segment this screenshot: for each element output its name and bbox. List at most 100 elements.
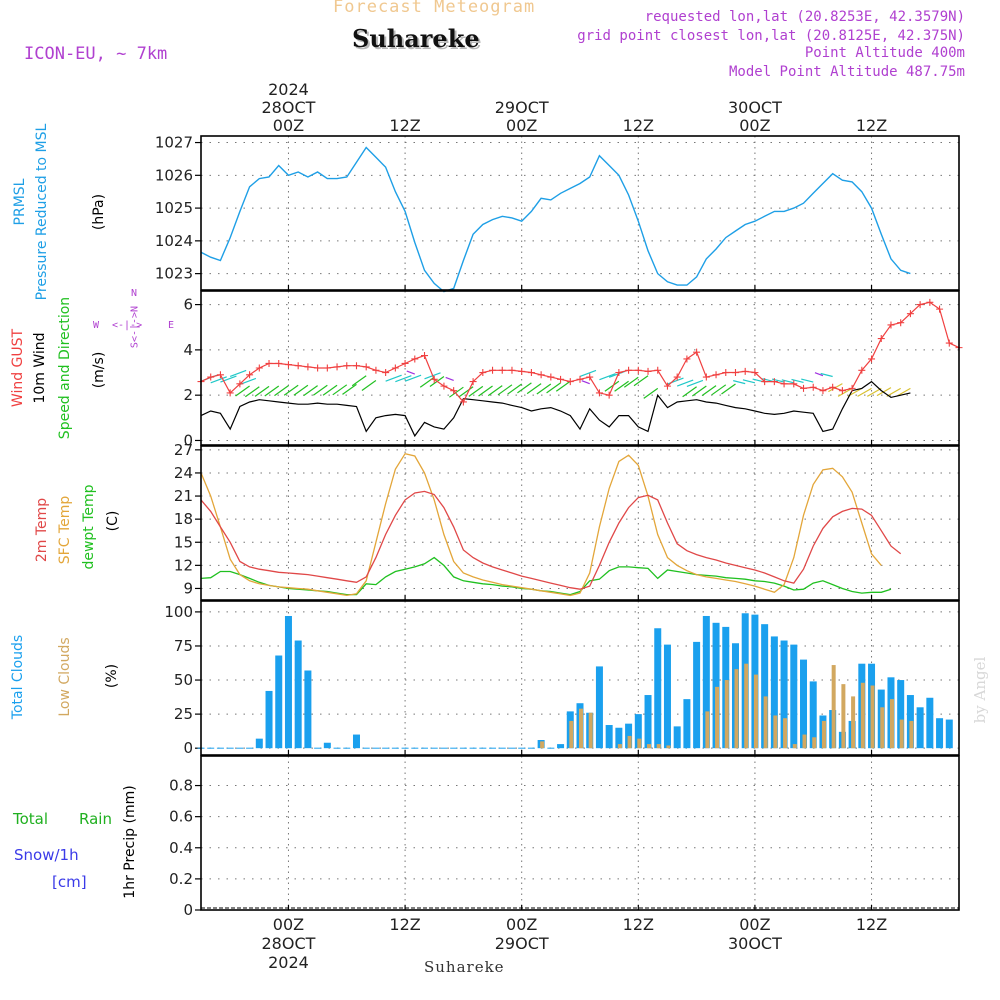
wind-direction-arrow [254,385,270,397]
low-cloud-bar [617,744,622,749]
model-altitude: Model Point Altitude 487.75m [728,64,965,80]
wind-gust-marker [294,362,302,370]
wind-gust-marker [566,378,574,386]
total-cloud-bar [275,655,283,749]
wind-gust-marker [945,339,953,347]
time-label-top: 12Z [623,116,654,135]
low-cloud-bar [540,741,545,749]
total-cloud-bar [634,714,642,749]
total-cloud-bar [809,681,817,749]
sfc-temp-line [200,452,882,597]
low-cloud-bar [821,720,826,749]
y-tick-label: 4 [183,341,193,359]
low-cloud-bar [637,738,642,749]
wind-direction-arrow [614,380,629,392]
wind-direction-arrow [599,373,616,381]
wind-direction-arrow [604,380,620,392]
total-cloud-bar [761,624,769,749]
wind-gust-marker [780,380,788,388]
wind-gust-marker [663,382,671,390]
wind-direction-arrow [676,379,694,387]
wind-gust-marker [236,380,244,388]
time-label-bottom: 12Z [389,915,420,934]
total-cloud-bar [654,628,662,749]
low-cloud-bar [792,744,797,749]
footer-location: Suhareke [424,958,505,976]
wind-gust-marker [809,383,817,391]
wind-direction-arrow [406,370,416,375]
wind-gust-marker [391,364,399,372]
low-cloud-bar [724,680,729,749]
wind-gust-marker [586,373,594,381]
wind-direction-arrow [445,376,454,382]
wind-gust-marker [352,362,360,370]
time-label-bottom: 12Z [623,915,654,934]
wind-direction-arrow [244,386,260,398]
wind-direction-arrow [487,385,503,397]
wind-gust-marker [518,367,526,375]
y-tick-label: 0.6 [169,808,193,826]
total-cloud-bar [702,615,710,749]
wind-gust-marker [848,384,856,392]
wind-direction-arrow [293,384,309,396]
wind-direction-arrow [711,384,727,396]
compass-we-axis: <-|-> [112,320,143,331]
panel-frame [200,600,960,756]
total-cloud-bar [683,699,691,749]
wind-gust-marker [819,387,827,395]
wind-gust-marker [547,373,555,381]
wind-direction-arrow [235,385,250,397]
wind-direction-arrow [814,372,824,377]
wind-gust-marker [936,305,944,313]
wind-direction-arrow [820,372,833,378]
wind-gust-marker [333,363,341,371]
y-tick-label: 2 [183,386,193,404]
total-cloud-bar [605,725,613,749]
total-cloud-bar [673,726,681,749]
wind-direction-arrow [507,383,523,395]
wind-direction-arrow [283,384,299,396]
wind-gust-marker [595,389,603,397]
total-cloud-bar [557,744,565,749]
total-cloud-bar [770,636,778,749]
wind-direction-arrow [312,384,328,396]
wind-direction-arrow [791,378,804,384]
compass-w: W [93,320,100,331]
low-cloud-bar [715,686,720,749]
total-cloud-bar [323,742,331,749]
wind-gust-marker [440,382,448,390]
y-tick-label: 9 [183,579,193,597]
wind-gust-marker [829,383,837,391]
time-label-bottom: 00Z [739,915,770,934]
model-name: ICON-EU, ~ 7km [24,44,168,64]
wind-gust-marker [275,359,283,367]
low-cloud-bar [763,696,768,749]
wind-direction-arrow [458,386,474,398]
wind-direction-arrow [517,382,532,394]
y-tick-label: 21 [174,487,193,505]
y-tick-label: 0 [183,431,193,449]
pressure-line [200,146,911,293]
wind-gust-marker [401,359,409,367]
wind-gust-marker [615,369,623,377]
precip-total-label: Total [13,810,49,828]
wind-gust-marker [770,378,778,386]
low-cloud-bar [870,685,875,749]
low-cloud-bar [569,720,574,749]
y-tick-label: 0.2 [169,870,193,888]
y-tick-label: 1027 [155,134,193,152]
total-cloud-bar [595,666,603,749]
wind-direction-arrow [351,375,367,387]
wind-direction-arrow [229,369,247,378]
total-cloud-bar [294,640,302,749]
wind-direction-arrow [361,379,377,391]
time-label-bottom: 28OCT [262,934,316,953]
location-title: Suhareke [352,24,480,53]
wind-gust-marker [216,371,224,379]
wind-direction-arrow [478,385,493,397]
low-cloud-bar [860,682,865,749]
low-cloud-bar [588,712,593,749]
wind-direction-arrow [876,387,892,397]
wind-direction-arrow [404,374,422,382]
